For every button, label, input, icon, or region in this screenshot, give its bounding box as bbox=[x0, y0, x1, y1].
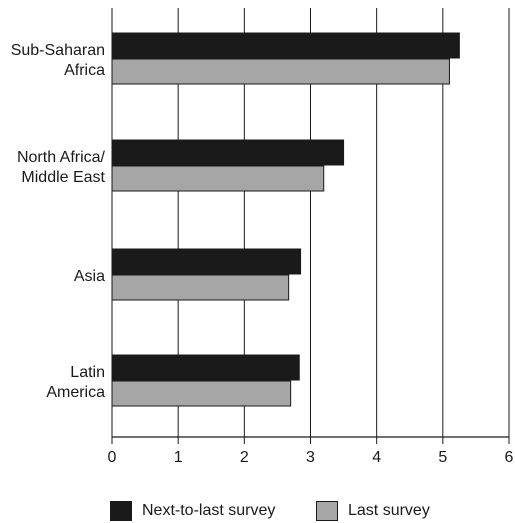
x-tick-label-6: 6 bbox=[505, 449, 514, 466]
category-label-1-1: Middle East bbox=[21, 169, 105, 186]
legend: Next-to-last survey Last survey bbox=[0, 501, 515, 523]
x-tick-label-1: 1 bbox=[174, 449, 183, 466]
category-label-0-1: Africa bbox=[64, 62, 105, 79]
bar-0-next-to-last bbox=[111, 32, 460, 59]
legend-label-next-to-last: Next-to-last survey bbox=[142, 502, 276, 519]
category-label-2-0: Asia bbox=[74, 268, 105, 285]
category-label-0-0: Sub-Saharan bbox=[11, 42, 105, 59]
x-tick-label-5: 5 bbox=[438, 449, 447, 466]
legend-item-last: Last survey bbox=[316, 501, 430, 521]
x-tick-label-0: 0 bbox=[108, 449, 117, 466]
category-label-3-0: Latin bbox=[70, 364, 105, 381]
bar-3-next-to-last bbox=[111, 354, 300, 381]
bar-1-last bbox=[111, 165, 325, 192]
bar-chart: Sub-Saharan Africa North Africa/Middle Eas… bbox=[11, 8, 514, 466]
bar-3-last bbox=[111, 380, 292, 407]
bar-0-last bbox=[111, 58, 450, 85]
x-tick-label-3: 3 bbox=[306, 449, 315, 466]
legend-swatch-next-to-last bbox=[110, 501, 132, 521]
legend-item-next-to-last: Next-to-last survey bbox=[110, 501, 275, 521]
bar-1-next-to-last bbox=[111, 139, 345, 166]
category-label-3-1: America bbox=[46, 384, 105, 401]
x-tick-label-2: 2 bbox=[240, 449, 249, 466]
bar-2-next-to-last bbox=[111, 248, 302, 275]
category-label-1-0: North Africa/ bbox=[17, 149, 106, 166]
bar-2-last bbox=[111, 274, 290, 301]
legend-label-last: Last survey bbox=[348, 502, 430, 519]
legend-swatch-last bbox=[316, 501, 338, 521]
x-tick-label-4: 4 bbox=[372, 449, 381, 466]
